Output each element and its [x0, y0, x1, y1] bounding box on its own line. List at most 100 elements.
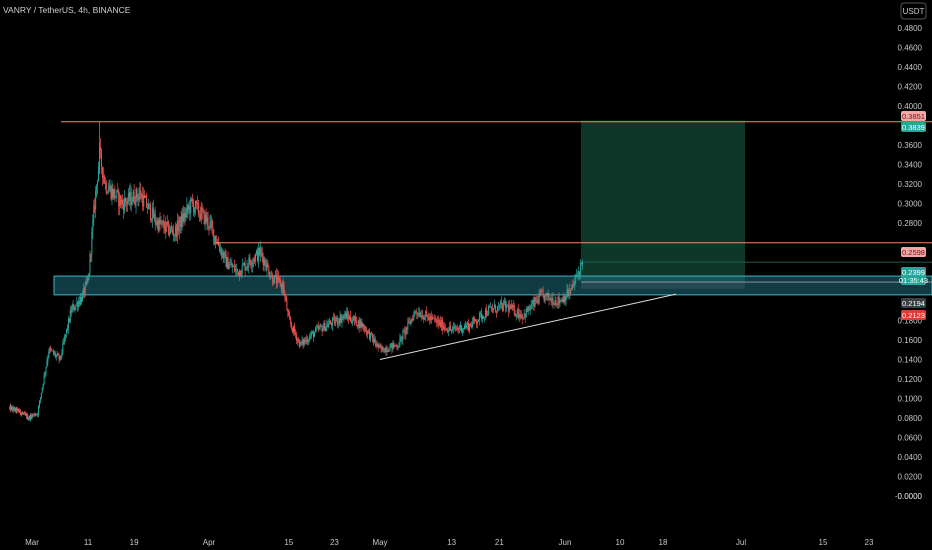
candle-body	[297, 339, 299, 341]
candle-body	[579, 271, 581, 276]
candle-body	[55, 355, 57, 357]
candle-body	[44, 372, 46, 375]
candle-body	[234, 265, 236, 272]
candle-body	[320, 325, 322, 327]
candle-body	[576, 274, 578, 276]
candle-body	[355, 316, 357, 326]
candle-body	[564, 295, 566, 302]
candle-body	[148, 203, 149, 209]
candle-body	[129, 192, 131, 201]
candle-body	[48, 351, 50, 358]
candle-body	[147, 207, 149, 209]
candle-body	[288, 312, 290, 317]
candle-body	[296, 339, 298, 341]
candle-body	[189, 206, 191, 213]
candle-body	[313, 331, 314, 338]
candle-body	[439, 320, 441, 326]
candlestick-series	[9, 121, 584, 422]
candle-body	[424, 316, 426, 320]
candle-body	[470, 323, 472, 326]
candle-body	[166, 221, 168, 225]
candle-body	[457, 328, 459, 330]
candle-body	[441, 320, 443, 327]
candle-body	[364, 325, 366, 332]
candle-body	[351, 320, 352, 324]
candle-body	[541, 291, 543, 293]
candle-body	[72, 304, 74, 308]
candle-body	[498, 304, 500, 306]
candle-body	[446, 328, 448, 330]
currency-button[interactable]: USDT	[900, 2, 927, 20]
candle-body	[178, 224, 180, 232]
candle-body	[255, 254, 257, 262]
candle-body	[261, 252, 263, 257]
candle-body	[528, 306, 530, 311]
candle-body	[118, 190, 120, 207]
candle-body	[42, 383, 44, 388]
candle-body	[477, 319, 479, 322]
time-tick-label: 21	[495, 538, 504, 547]
candle-body	[263, 259, 265, 265]
candle-body	[210, 221, 212, 222]
candle-body	[30, 415, 32, 419]
candle-body	[448, 330, 450, 332]
candle-body	[480, 312, 482, 320]
candle-body	[185, 211, 187, 218]
price-tick-label: 0.0200	[898, 473, 923, 482]
candle-body	[509, 305, 511, 310]
candle-body	[374, 338, 376, 344]
candle-body	[75, 304, 77, 309]
candle-body	[398, 346, 400, 348]
price-axis[interactable]: 0.4800 0.4600 0.4400 0.4200 0.4000 0.3600 0.34…	[895, 24, 923, 501]
candle-body	[496, 305, 498, 313]
candle-body	[524, 313, 526, 318]
candle-body	[35, 414, 37, 416]
candle-body	[123, 203, 125, 211]
candle-body	[565, 297, 567, 302]
candle-body	[33, 413, 35, 416]
candle-body	[539, 293, 541, 295]
candle-body	[533, 300, 535, 306]
candle-body	[386, 350, 388, 352]
candle-body	[9, 407, 11, 409]
candle-body	[218, 242, 219, 247]
candle-body	[388, 351, 390, 353]
time-axis[interactable]: Mar 11 19 Apr 15 23 May 13 21 Jun 10 18 Jul 15 23	[25, 538, 874, 547]
candle-body	[208, 226, 210, 228]
candle-body	[494, 304, 496, 313]
candle-body	[485, 309, 487, 316]
candle-body	[408, 321, 410, 323]
candle-body	[97, 181, 99, 185]
candle-body	[537, 300, 539, 304]
candle-body	[244, 263, 246, 271]
candle-body	[68, 318, 70, 322]
candle-body	[197, 203, 199, 214]
candle-body	[146, 196, 148, 208]
price-tick-label: 0.0000	[898, 492, 923, 501]
candle-body	[382, 346, 384, 352]
candle-body	[226, 257, 228, 268]
candle-body	[211, 221, 213, 227]
candle-body	[153, 213, 155, 218]
candle-body	[331, 323, 333, 326]
candle-body	[322, 328, 324, 332]
candle-body	[337, 321, 339, 324]
candle-body	[493, 304, 495, 309]
candle-body	[323, 322, 325, 329]
candle-body	[29, 415, 31, 420]
candle-body	[519, 314, 521, 318]
candle-body	[394, 345, 396, 347]
candle-body	[420, 316, 422, 318]
candle-body	[334, 320, 336, 324]
candle-body	[250, 262, 252, 266]
candle-body	[176, 220, 178, 237]
candle-body	[105, 182, 107, 193]
candle-body	[302, 339, 304, 345]
symbol-title[interactable]: VANRY / TetherUS, 4h, BINANCE	[3, 5, 131, 15]
candle-body	[158, 218, 160, 231]
candle-body	[196, 203, 198, 204]
candle-body	[186, 205, 188, 212]
candle-body	[529, 309, 531, 311]
candle-body	[22, 412, 24, 414]
